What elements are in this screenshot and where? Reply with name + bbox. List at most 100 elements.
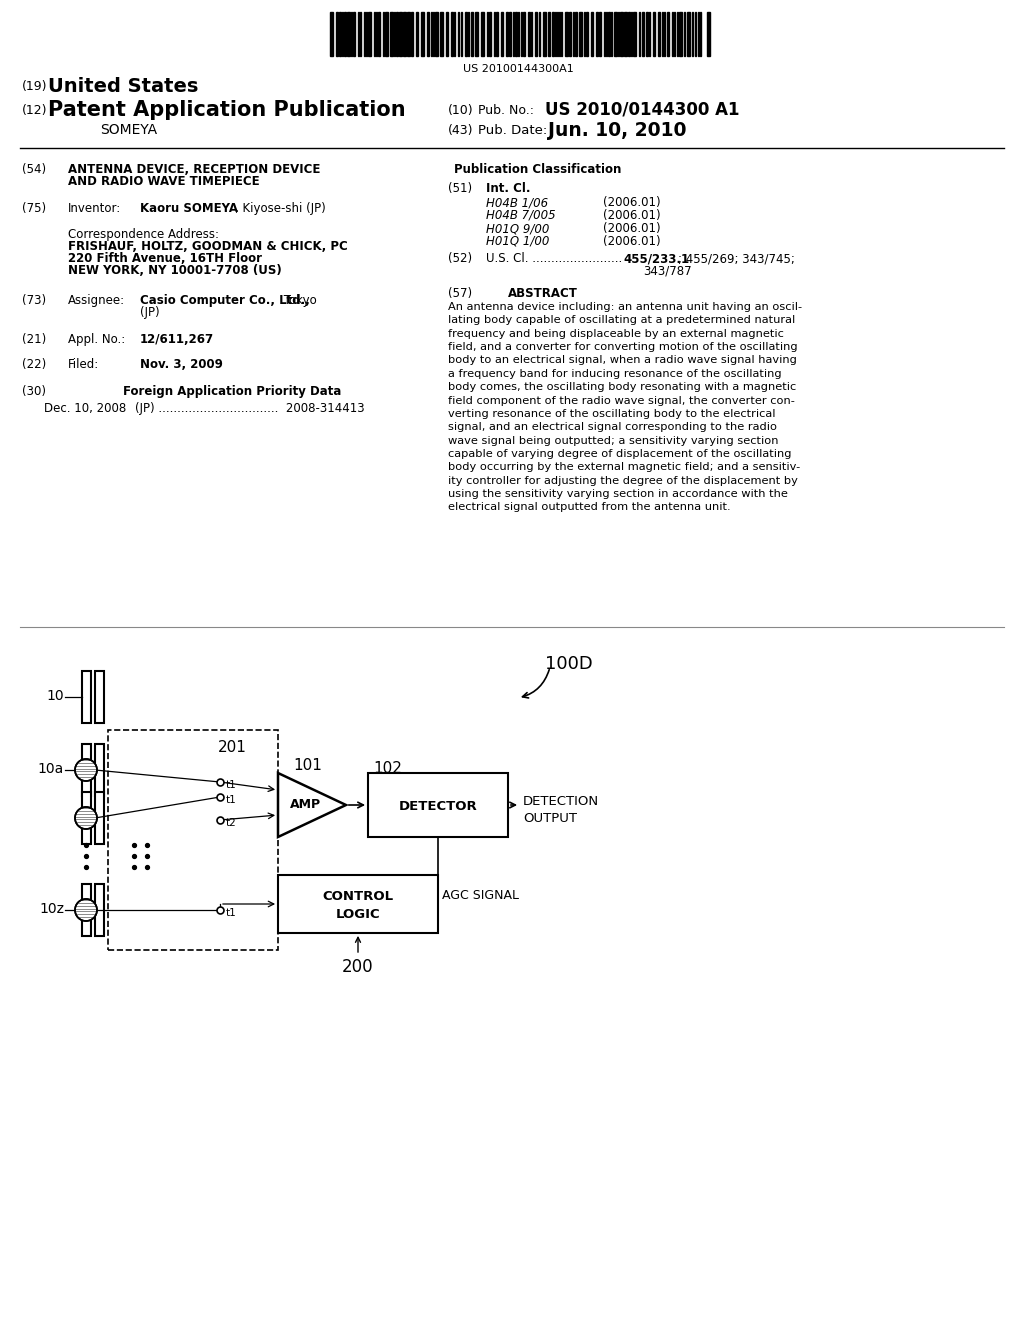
Text: Casio Computer Co., Ltd.,: Casio Computer Co., Ltd., [140, 294, 310, 308]
Bar [506, 12, 508, 55]
Bar [82, 671, 91, 723]
Bar [548, 12, 550, 55]
Bar [368, 12, 371, 55]
Text: (JP) ................................  2008-314413: (JP) ................................ 20… [135, 403, 365, 414]
Text: FRISHAUF, HOLTZ, GOODMAN & CHICK, PC: FRISHAUF, HOLTZ, GOODMAN & CHICK, PC [68, 240, 348, 253]
Text: DETECTOR: DETECTOR [398, 800, 477, 813]
Text: DETECTION: DETECTION [523, 795, 599, 808]
Text: 12/611,267: 12/611,267 [140, 333, 214, 346]
Text: 100D: 100D [545, 655, 593, 673]
Bar [278, 875, 438, 933]
Bar [347, 12, 350, 55]
Bar [95, 884, 104, 936]
Bar [82, 884, 91, 936]
Text: H01Q 1/00: H01Q 1/00 [486, 235, 549, 248]
Bar [591, 12, 593, 55]
Text: Tokyo: Tokyo [280, 294, 316, 308]
Bar [330, 12, 333, 55]
Text: (12): (12) [22, 104, 47, 117]
Text: OUTPUT: OUTPUT [523, 812, 577, 825]
Text: t2: t2 [226, 818, 237, 828]
Text: Dec. 10, 2008: Dec. 10, 2008 [44, 403, 126, 414]
Bar [471, 12, 473, 55]
Bar [95, 744, 104, 796]
Text: (54): (54) [22, 162, 46, 176]
Text: Inventor:: Inventor: [68, 202, 121, 215]
Text: 200: 200 [342, 958, 374, 975]
Bar [565, 12, 568, 55]
Bar [416, 12, 418, 55]
Text: (51): (51) [449, 182, 472, 195]
Text: H04B 7/005: H04B 7/005 [486, 209, 556, 222]
Text: Int. Cl.: Int. Cl. [486, 182, 530, 195]
Text: Jun. 10, 2010: Jun. 10, 2010 [548, 121, 686, 140]
Text: (2006.01): (2006.01) [603, 222, 660, 235]
Bar [435, 12, 438, 55]
Bar [378, 12, 380, 55]
Text: An antenna device including: an antenna unit having an oscil-
lating body capabl: An antenna device including: an antenna … [449, 302, 802, 512]
Bar [475, 12, 478, 55]
Text: (52): (52) [449, 252, 472, 265]
Bar [95, 792, 104, 843]
Text: (19): (19) [22, 81, 47, 92]
Text: AGC SIGNAL: AGC SIGNAL [442, 888, 519, 902]
Text: Foreign Application Priority Data: Foreign Application Priority Data [123, 385, 341, 399]
Text: U.S. Cl. ........................: U.S. Cl. ........................ [486, 252, 623, 265]
Text: AND RADIO WAVE TIMEPIECE: AND RADIO WAVE TIMEPIECE [68, 176, 260, 187]
Bar [515, 12, 517, 55]
Bar [411, 12, 413, 55]
Bar [496, 12, 498, 55]
Circle shape [75, 899, 97, 921]
Text: 102: 102 [373, 762, 401, 776]
Text: (43): (43) [449, 124, 473, 137]
Text: (73): (73) [22, 294, 46, 308]
Bar [624, 12, 627, 55]
Text: Filed:: Filed: [68, 358, 99, 371]
Bar [440, 12, 443, 55]
Bar [628, 12, 630, 55]
Bar [403, 12, 406, 55]
Bar [687, 12, 690, 55]
Text: 343/787: 343/787 [643, 265, 691, 279]
Bar [481, 12, 484, 55]
Bar [336, 12, 338, 55]
Text: 10: 10 [46, 689, 63, 704]
Bar [385, 12, 388, 55]
Circle shape [75, 807, 97, 829]
Text: t1: t1 [226, 780, 237, 789]
Text: 201: 201 [218, 741, 247, 755]
Text: Pub. No.:: Pub. No.: [478, 104, 534, 117]
Text: 455/233.1: 455/233.1 [623, 252, 689, 265]
Text: 220 Fifth Avenue, 16TH Floor: 220 Fifth Avenue, 16TH Floor [68, 252, 262, 265]
Text: 10z: 10z [39, 902, 63, 916]
Text: NEW YORK, NY 10001-7708 (US): NEW YORK, NY 10001-7708 (US) [68, 264, 282, 277]
Bar [82, 744, 91, 796]
Bar [427, 12, 429, 55]
Text: 10a: 10a [38, 762, 63, 776]
Bar [528, 12, 530, 55]
Bar [575, 12, 577, 55]
Text: ABSTRACT: ABSTRACT [508, 286, 578, 300]
Bar [95, 671, 104, 723]
Bar [421, 12, 424, 55]
Bar [446, 12, 449, 55]
Bar [608, 12, 610, 55]
Text: US 20100144300A1: US 20100144300A1 [463, 63, 573, 74]
Bar [465, 12, 467, 55]
Bar [642, 12, 644, 55]
Text: (57): (57) [449, 286, 472, 300]
Bar [552, 12, 554, 55]
Bar [344, 12, 346, 55]
Text: Publication Classification: Publication Classification [455, 162, 622, 176]
Text: H04B 1/06: H04B 1/06 [486, 195, 548, 209]
Bar [646, 12, 648, 55]
Text: ANTENNA DEVICE, RECEPTION DEVICE: ANTENNA DEVICE, RECEPTION DEVICE [68, 162, 321, 176]
Text: 101: 101 [293, 758, 322, 774]
Bar [620, 12, 623, 55]
Text: t1: t1 [226, 908, 237, 917]
Text: (22): (22) [22, 358, 46, 371]
Text: United States: United States [48, 77, 199, 96]
Bar [108, 730, 278, 950]
Text: Nov. 3, 2009: Nov. 3, 2009 [140, 358, 223, 371]
Text: (21): (21) [22, 333, 46, 346]
